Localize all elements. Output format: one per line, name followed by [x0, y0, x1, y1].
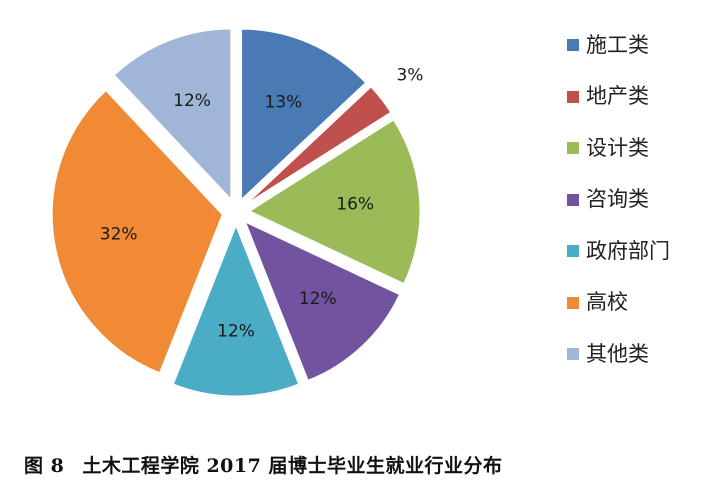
legend-swatch: [567, 142, 579, 154]
legend-swatch: [567, 296, 579, 309]
pie-slice: [51, 89, 223, 374]
slice-data-label: 12%: [173, 91, 211, 111]
slice-data-label: 13%: [265, 92, 303, 112]
legend-item: 设计类: [567, 133, 707, 163]
legend-item: 地产类: [567, 82, 707, 112]
slice-data-label: 3%: [396, 65, 423, 85]
pie-slice: [241, 28, 367, 201]
pie-slice: [172, 224, 300, 397]
legend-swatch: [567, 348, 579, 360]
pie-slice: [246, 86, 392, 204]
legend-swatch: [567, 193, 579, 206]
slice-data-label: 32%: [100, 224, 138, 244]
legend-label: 地产类: [586, 84, 649, 108]
slice-data-label: 16%: [336, 195, 374, 215]
legend: 施工类地产类设计类咨询类政府部门高校其他类: [567, 30, 707, 391]
legend-swatch: [567, 39, 579, 51]
legend-swatch: [567, 90, 579, 103]
legend-label: 设计类: [586, 135, 649, 160]
pie-slice: [244, 221, 401, 381]
pie-slice: [113, 28, 232, 201]
legend-item: 其他类: [567, 339, 707, 369]
caption-text: 土木工程学院 2017 届博士毕业生就业行业分布: [82, 455, 503, 477]
legend-label: 施工类: [586, 32, 649, 57]
legend-label: 政府部门: [586, 238, 670, 263]
slice-data-label: 12%: [217, 321, 255, 341]
legend-item: 政府部门: [567, 236, 707, 266]
pie-chart: 13% 3% 16% 12% 12% 32% 12%: [51, 28, 423, 397]
legend-label: 高校: [586, 290, 628, 314]
pie-slice: [248, 119, 421, 285]
legend-label: 咨询类: [586, 187, 649, 211]
slice-data-label: 12%: [299, 289, 337, 309]
legend-label: 其他类: [586, 341, 649, 366]
legend-swatch: [567, 245, 579, 257]
figure-number: 图 8: [24, 455, 65, 477]
figure-caption: 图 8 土木工程学院 2017 届博士毕业生就业行业分布: [24, 451, 502, 478]
legend-item: 施工类: [567, 30, 707, 60]
legend-item: 高校: [567, 288, 707, 318]
legend-item: 咨询类: [567, 185, 707, 215]
